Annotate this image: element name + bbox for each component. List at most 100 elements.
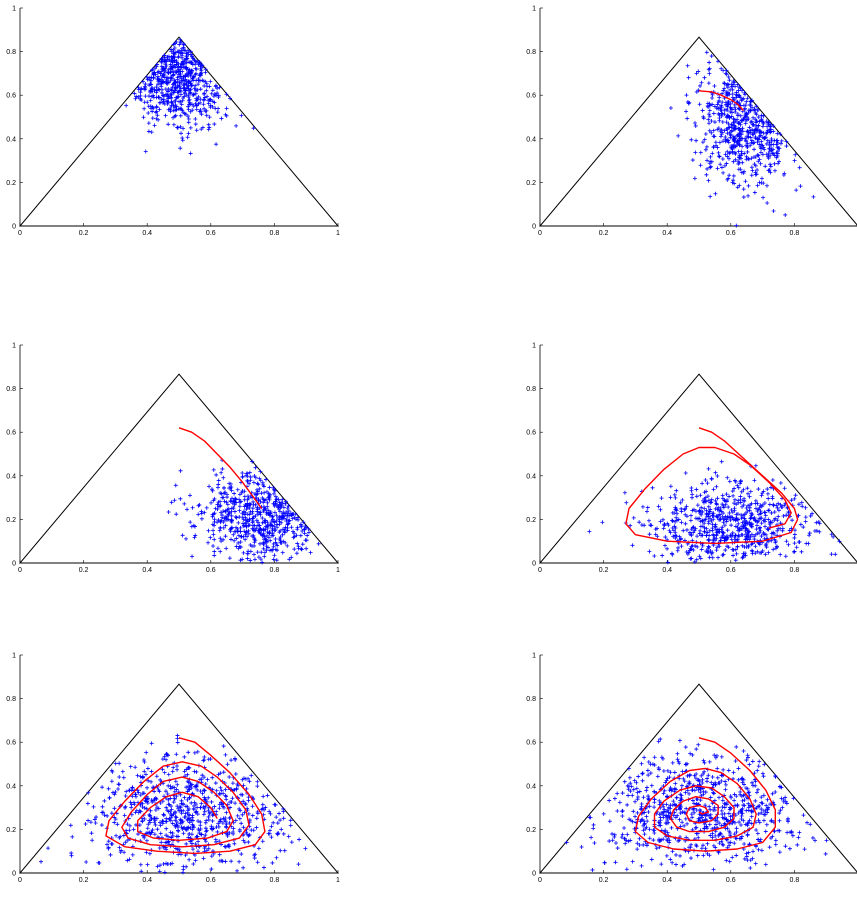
data-point [620,832,625,837]
data-point [208,103,213,108]
data-point [678,500,683,505]
data-point [816,519,821,524]
data-point [154,90,159,95]
data-point [153,807,158,812]
data-point [736,93,741,98]
data-point [277,522,282,527]
data-point [94,815,99,820]
data-point [176,54,181,59]
data-point [219,788,224,793]
data-point [254,825,259,830]
data-point [203,804,208,809]
data-point [232,841,237,846]
data-point [741,551,746,556]
data-point [675,813,680,818]
data-point [735,82,740,87]
data-point [757,134,762,139]
data-point [175,782,180,787]
data-point [807,533,812,538]
data-point [664,802,669,807]
data-point [219,858,224,863]
data-point [145,862,150,867]
data-point [185,135,190,140]
data-point [146,796,151,801]
data-point [754,790,759,795]
data-point [727,510,732,515]
data-point [194,78,199,83]
data-point [168,78,173,83]
data-point [685,552,690,557]
data-point [281,510,286,515]
data-point [138,93,143,98]
data-point [246,549,251,554]
data-point [615,808,620,813]
data-point [757,130,762,135]
data-point [211,94,216,99]
data-point [216,546,221,551]
data-point [587,529,592,534]
data-point [743,553,748,558]
data-point [182,48,187,53]
data-point [196,503,201,508]
data-point [187,796,192,801]
data-point [661,812,666,817]
data-point [187,100,192,105]
data-point [706,178,711,183]
data-point [678,536,683,541]
data-point [615,846,620,851]
data-point [154,105,159,110]
data-point [227,820,232,825]
data-point [774,544,779,549]
data-point [233,772,238,777]
data-point [779,138,784,143]
data-point [805,820,810,825]
data-point [713,506,718,511]
data-point [207,125,212,130]
data-point [223,793,228,798]
data-point [753,170,758,175]
data-point [753,861,758,866]
data-point [721,68,726,73]
data-point [245,478,250,483]
data-point [264,540,269,545]
data-point [766,550,771,555]
data-point [200,773,205,778]
simplex-triangle [538,373,857,564]
data-point [721,170,726,175]
data-point [240,777,245,782]
data-point [232,509,237,514]
data-point [265,500,270,505]
data-point [656,739,661,744]
data-point [286,503,291,508]
data-point [659,496,664,501]
data-point [793,493,798,498]
data-point [190,822,195,827]
data-point [297,837,302,842]
data-point [729,508,734,513]
data-point [661,837,666,842]
data-point [120,769,125,774]
data-point [746,193,751,198]
data-point [778,141,783,146]
data-point [761,793,766,798]
data-point [768,802,773,807]
data-point [762,147,767,152]
data-point [204,828,209,833]
data-point [746,134,751,139]
data-point [193,122,198,127]
data-point [727,805,732,810]
data-point [266,491,271,496]
chart-svg: 0 0.2 0.4 0.6 0.8 100.20.40.60.81 [6,6,340,238]
data-point [700,509,705,514]
data-point [655,774,660,779]
data-point [271,491,276,496]
data-point [794,188,799,193]
data-point [191,56,196,61]
data-point [176,825,181,830]
data-point [733,109,738,114]
data-point [255,860,260,865]
data-point [755,531,760,536]
data-point [150,827,155,832]
data-point [254,518,259,523]
data-point [114,833,119,838]
